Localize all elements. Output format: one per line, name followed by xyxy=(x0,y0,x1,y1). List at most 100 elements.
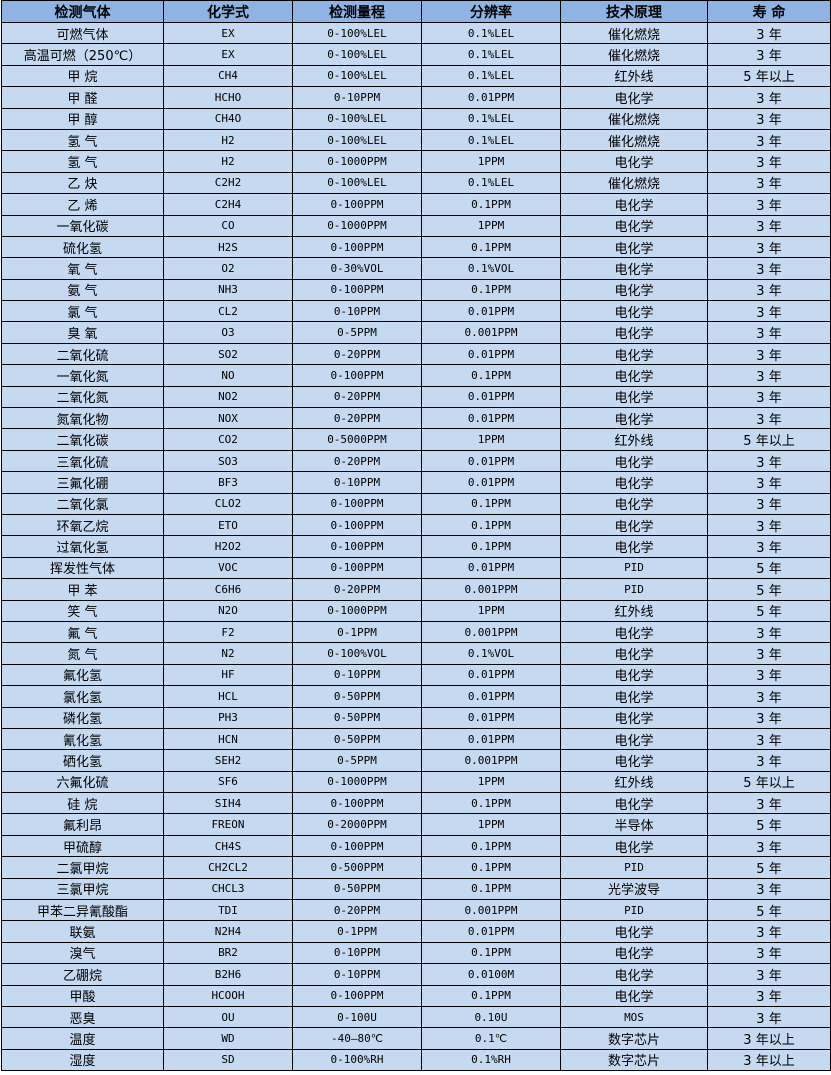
cell-gas: 一氧化碳 xyxy=(1,214,164,237)
cell-principle: PID xyxy=(560,578,708,601)
cell-resolution: 0.01PPM xyxy=(421,727,561,751)
cell-resolution: 0.001PPM xyxy=(421,749,561,772)
cell-gas: 氮 气 xyxy=(1,642,164,665)
table-row: 二氧化氮 NO2 0-20PPM 0.01PPM 电化学 3 年 xyxy=(1,385,831,409)
table-row: 二氧化氯 CLO2 0-100PPM 0.1PPM 电化学 3 年 xyxy=(1,492,831,515)
cell-resolution: 0.001PPM xyxy=(421,899,561,922)
cell-lifespan: 3 年 xyxy=(707,727,831,751)
cell-lifespan: 3 年 xyxy=(707,535,831,558)
cell-gas: 硫化氢 xyxy=(1,235,164,259)
cell-formula: CO xyxy=(163,214,293,237)
cell-range: 0-20PPM xyxy=(292,342,422,366)
cell-range: 0-1000PPM xyxy=(292,150,422,173)
cell-lifespan: 3 年以上 xyxy=(707,1027,831,1050)
cell-principle: 电化学 xyxy=(560,492,708,515)
cell-resolution: 0.1%VOL xyxy=(421,257,561,280)
cell-gas: 挥发性气体 xyxy=(1,556,164,580)
table-row: 氢 气 H2 0-100%LEL 0.1%LEL 催化燃烧 3 年 xyxy=(1,128,831,152)
cell-resolution: 0.1PPM xyxy=(421,792,561,815)
cell-gas: 联氨 xyxy=(1,920,164,943)
cell-formula: SD xyxy=(163,1048,293,1072)
cell-resolution: 0.01PPM xyxy=(421,706,561,729)
cell-lifespan: 3 年 xyxy=(707,86,831,109)
cell-gas: 氯化氢 xyxy=(1,685,164,708)
cell-lifespan: 5 年以上 xyxy=(707,64,831,88)
cell-gas: 湿度 xyxy=(1,1048,164,1072)
cell-resolution: 0.1%VOL xyxy=(421,642,561,665)
cell-resolution: 0.1%LEL xyxy=(421,21,561,45)
table-row: 氟化氢 HF 0-10PPM 0.01PPM 电化学 3 年 xyxy=(1,663,831,687)
cell-gas: 硅 烷 xyxy=(1,792,164,815)
cell-formula: SO2 xyxy=(163,342,293,366)
cell-formula: SO3 xyxy=(163,449,293,473)
cell-lifespan: 3 年 xyxy=(707,43,831,66)
cell-lifespan: 5 年以上 xyxy=(707,770,831,794)
cell-resolution: 0.01PPM xyxy=(421,685,561,708)
cell-range: 0-100%VOL xyxy=(292,642,422,665)
cell-lifespan: 3 年 xyxy=(707,663,831,687)
cell-gas: 磷化氢 xyxy=(1,706,164,729)
cell-principle: 催化燃烧 xyxy=(560,107,708,130)
cell-principle: 电化学 xyxy=(560,449,708,473)
table-row: 乙硼烷 B2H6 0-10PPM 0.0100M 电化学 3 年 xyxy=(1,963,831,986)
table-row: 氟 气 F2 0-1PPM 0.001PPM 电化学 3 年 xyxy=(1,620,831,644)
cell-resolution: 0.01PPM xyxy=(421,556,561,580)
cell-gas: 乙 炔 xyxy=(1,171,164,195)
cell-resolution: 0.1%LEL xyxy=(421,128,561,152)
cell-principle: 电化学 xyxy=(560,407,708,430)
header-formula: 化学式 xyxy=(163,0,293,23)
cell-lifespan: 3 年 xyxy=(707,492,831,515)
cell-resolution: 0.10U xyxy=(421,1005,561,1029)
table-row: 过氧化氢 H2O2 0-100PPM 0.1PPM 电化学 3 年 xyxy=(1,535,831,558)
cell-formula: ETO xyxy=(163,513,293,537)
cell-lifespan: 3 年 xyxy=(707,300,831,323)
cell-lifespan: 3 年 xyxy=(707,984,831,1007)
cell-range: 0-100%LEL xyxy=(292,171,422,195)
cell-principle: 电化学 xyxy=(560,150,708,173)
cell-range: 0-20PPM xyxy=(292,449,422,473)
cell-resolution: 1PPM xyxy=(421,150,561,173)
cell-gas: 氟利昂 xyxy=(1,813,164,836)
cell-range: 0-100%LEL xyxy=(292,43,422,66)
cell-range: 0-30%VOL xyxy=(292,257,422,280)
cell-lifespan: 3 年 xyxy=(707,21,831,45)
table-row: 氯 气 CL2 0-10PPM 0.01PPM 电化学 3 年 xyxy=(1,300,831,323)
cell-range: 0-20PPM xyxy=(292,899,422,922)
cell-lifespan: 3 年 xyxy=(707,877,831,901)
table-row: 氯化氢 HCL 0-50PPM 0.01PPM 电化学 3 年 xyxy=(1,685,831,708)
cell-range: 0-5PPM xyxy=(292,321,422,344)
cell-principle: 电化学 xyxy=(560,385,708,409)
cell-principle: 电化学 xyxy=(560,620,708,644)
cell-principle: 电化学 xyxy=(560,685,708,708)
cell-range: 0-20PPM xyxy=(292,578,422,601)
cell-formula: F2 xyxy=(163,620,293,644)
cell-gas: 氨 气 xyxy=(1,278,164,302)
cell-formula: CH2CL2 xyxy=(163,856,293,879)
cell-resolution: 0.01PPM xyxy=(421,663,561,687)
cell-range: 0-2000PPM xyxy=(292,813,422,836)
cell-range: 0-50PPM xyxy=(292,706,422,729)
cell-resolution: 1PPM xyxy=(421,428,561,451)
cell-formula: O3 xyxy=(163,321,293,344)
cell-gas: 笑 气 xyxy=(1,599,164,622)
cell-range: 0-20PPM xyxy=(292,407,422,430)
cell-formula: N2O xyxy=(163,599,293,622)
cell-resolution: 0.01PPM xyxy=(421,86,561,109)
cell-lifespan: 3 年 xyxy=(707,278,831,302)
cell-range: 0-500PPM xyxy=(292,856,422,879)
cell-resolution: 0.1PPM xyxy=(421,492,561,515)
cell-gas: 氰化氢 xyxy=(1,727,164,751)
cell-principle: 电化学 xyxy=(560,214,708,237)
table-row: 三氯甲烷 CHCL3 0-50PPM 0.1PPM 光学波导 3 年 xyxy=(1,877,831,901)
cell-formula: C2H2 xyxy=(163,171,293,195)
table-row: 可燃气体 EX 0-100%LEL 0.1%LEL 催化燃烧 3 年 xyxy=(1,21,831,45)
cell-lifespan: 3 年 xyxy=(707,963,831,986)
cell-formula: N2H4 xyxy=(163,920,293,943)
cell-range: 0-20PPM xyxy=(292,385,422,409)
cell-range: 0-100PPM xyxy=(292,278,422,302)
cell-resolution: 0.1PPM xyxy=(421,941,561,965)
table-row: 氮 气 N2 0-100%VOL 0.1%VOL 电化学 3 年 xyxy=(1,642,831,665)
cell-resolution: 0.1PPM xyxy=(421,513,561,537)
cell-principle: 催化燃烧 xyxy=(560,21,708,45)
cell-lifespan: 3 年 xyxy=(707,749,831,772)
